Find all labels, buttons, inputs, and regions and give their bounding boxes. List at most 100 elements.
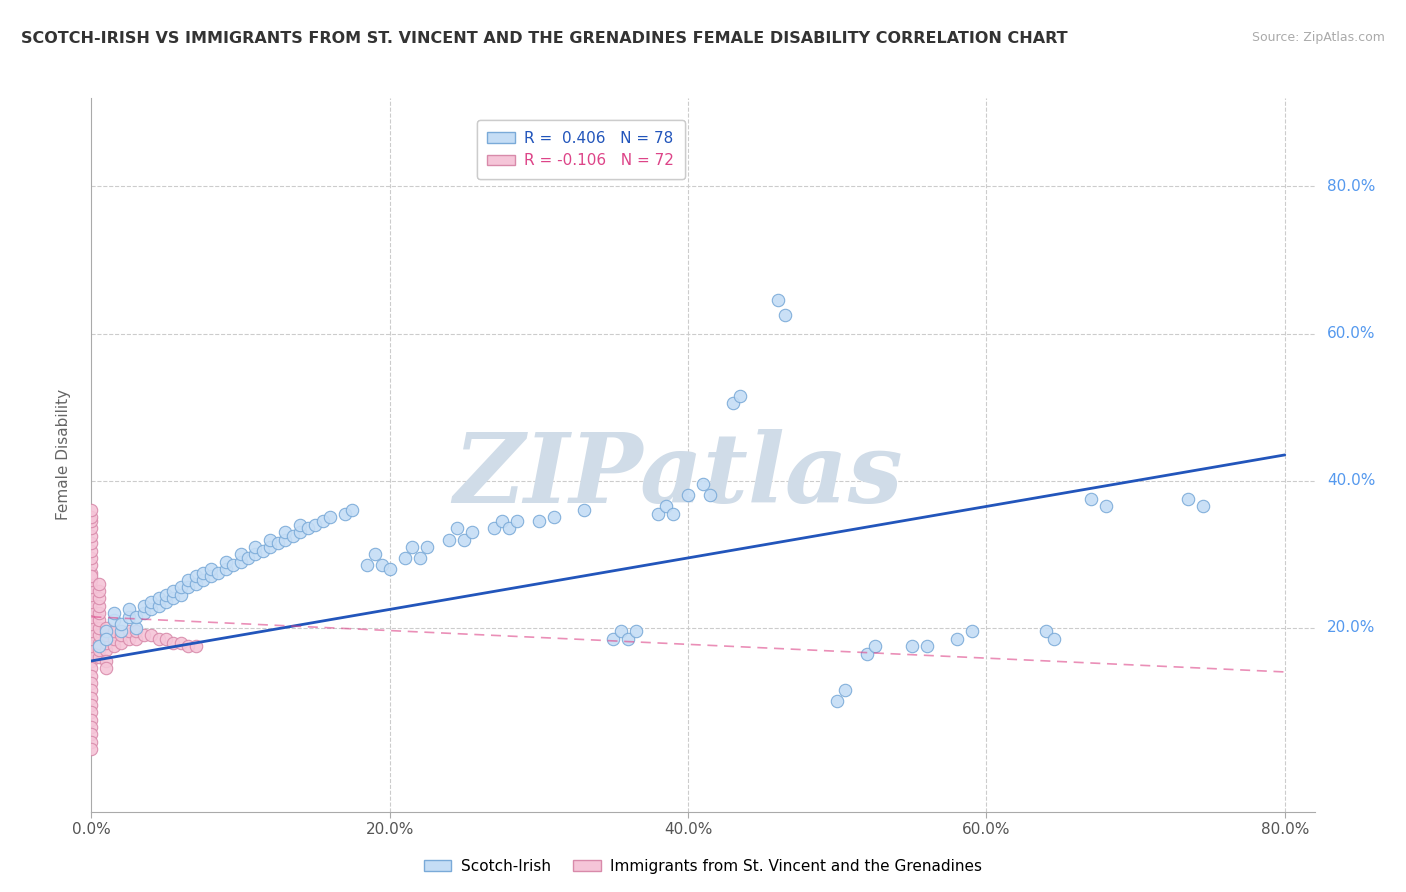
- Point: [304, 517, 326, 532]
- Point: [80, 569, 103, 583]
- Point: [87, 584, 110, 599]
- Point: [184, 576, 207, 591]
- Point: [80, 676, 103, 690]
- Point: [200, 569, 222, 583]
- Point: [416, 540, 439, 554]
- Point: [572, 503, 595, 517]
- Point: [461, 525, 484, 540]
- Point: [505, 514, 527, 528]
- Point: [602, 632, 624, 646]
- Point: [482, 521, 505, 535]
- Text: 40.0%: 40.0%: [1327, 473, 1375, 488]
- Point: [177, 580, 200, 594]
- Point: [80, 713, 103, 727]
- Point: [139, 628, 162, 642]
- Point: [1080, 491, 1102, 506]
- Point: [139, 595, 162, 609]
- Point: [333, 507, 356, 521]
- Point: [453, 533, 475, 547]
- Point: [401, 540, 423, 554]
- Point: [1177, 491, 1199, 506]
- Point: [80, 617, 103, 632]
- Point: [87, 635, 110, 649]
- Point: [118, 609, 141, 624]
- Point: [1191, 500, 1213, 514]
- Point: [267, 536, 290, 550]
- Point: [281, 529, 304, 543]
- Point: [439, 533, 461, 547]
- Point: [110, 635, 132, 649]
- Point: [148, 599, 170, 613]
- Point: [87, 650, 110, 665]
- Point: [148, 632, 170, 646]
- Point: [80, 735, 103, 749]
- Point: [80, 595, 103, 609]
- Point: [162, 591, 184, 606]
- Point: [155, 588, 177, 602]
- Point: [498, 521, 520, 535]
- Point: [252, 543, 274, 558]
- Point: [118, 632, 141, 646]
- Point: [647, 507, 669, 521]
- Point: [229, 547, 252, 561]
- Point: [170, 588, 193, 602]
- Point: [132, 628, 155, 642]
- Point: [103, 632, 125, 646]
- Point: [207, 566, 229, 580]
- Point: [184, 639, 207, 653]
- Point: [139, 602, 162, 616]
- Point: [87, 599, 110, 613]
- Point: [118, 624, 141, 639]
- Text: 20.0%: 20.0%: [1327, 620, 1375, 635]
- Point: [676, 488, 699, 502]
- Point: [245, 540, 267, 554]
- Point: [87, 591, 110, 606]
- Point: [319, 510, 342, 524]
- Point: [96, 621, 118, 635]
- Point: [214, 562, 236, 576]
- Point: [87, 576, 110, 591]
- Point: [834, 683, 856, 698]
- Point: [80, 727, 103, 741]
- Point: [274, 533, 297, 547]
- Point: [80, 698, 103, 712]
- Point: [80, 573, 103, 587]
- Point: [297, 521, 319, 535]
- Point: [87, 643, 110, 657]
- Point: [229, 555, 252, 569]
- Point: [610, 624, 633, 639]
- Point: [80, 566, 103, 580]
- Point: [170, 635, 193, 649]
- Point: [80, 529, 103, 543]
- Point: [1094, 500, 1116, 514]
- Point: [96, 643, 118, 657]
- Point: [177, 573, 200, 587]
- Point: [87, 639, 110, 653]
- Point: [155, 632, 177, 646]
- Point: [162, 635, 184, 649]
- Point: [96, 624, 118, 639]
- Point: [80, 602, 103, 616]
- Point: [342, 503, 364, 517]
- Point: [245, 547, 267, 561]
- Point: [290, 525, 312, 540]
- Point: [617, 632, 640, 646]
- Point: [856, 647, 879, 661]
- Point: [96, 632, 118, 646]
- Point: [110, 617, 132, 632]
- Text: SCOTCH-IRISH VS IMMIGRANTS FROM ST. VINCENT AND THE GRENADINES FEMALE DISABILITY: SCOTCH-IRISH VS IMMIGRANTS FROM ST. VINC…: [21, 31, 1067, 46]
- Point: [863, 639, 886, 653]
- Point: [766, 293, 789, 308]
- Point: [193, 566, 215, 580]
- Point: [103, 606, 125, 620]
- Point: [692, 477, 714, 491]
- Point: [96, 654, 118, 668]
- Point: [110, 628, 132, 642]
- Point: [80, 690, 103, 705]
- Point: [80, 550, 103, 565]
- Point: [356, 558, 378, 573]
- Legend: Scotch-Irish, Immigrants from St. Vincent and the Grenadines: Scotch-Irish, Immigrants from St. Vincen…: [418, 853, 988, 880]
- Point: [96, 661, 118, 675]
- Point: [80, 661, 103, 675]
- Point: [125, 609, 148, 624]
